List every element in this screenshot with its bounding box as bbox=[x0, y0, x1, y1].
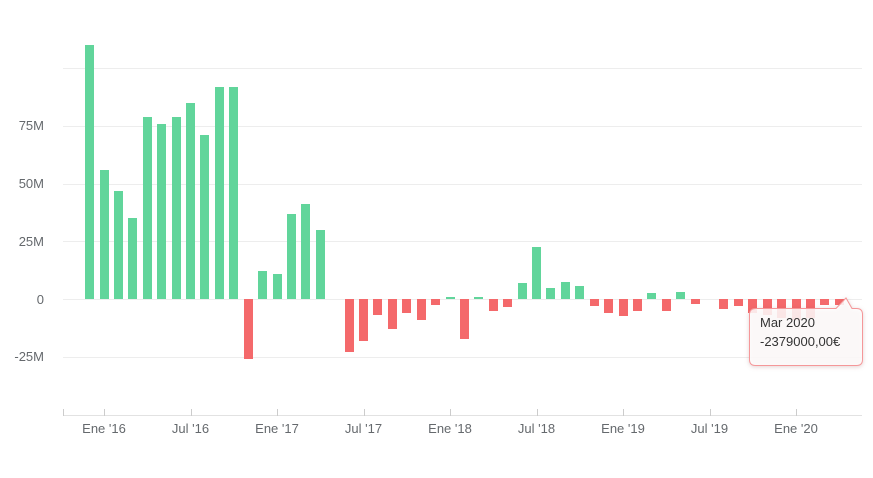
chart-bar[interactable] bbox=[488, 299, 498, 311]
chart-bar[interactable] bbox=[99, 169, 109, 299]
chart-bar[interactable] bbox=[445, 296, 455, 299]
chart-bar[interactable] bbox=[157, 123, 167, 299]
x-axis-label: Jul '17 bbox=[344, 421, 383, 436]
chart-bar[interactable] bbox=[604, 299, 614, 313]
chart-bar[interactable] bbox=[229, 86, 239, 299]
chart-bar[interactable] bbox=[200, 135, 210, 299]
gridline bbox=[63, 356, 862, 358]
x-axis-label: Ene '17 bbox=[255, 421, 299, 436]
tooltip-value: -2379000,00€ bbox=[760, 334, 841, 349]
x-axis-label: Jul '16 bbox=[171, 421, 210, 436]
x-axis-tick bbox=[277, 409, 278, 416]
chart-bar[interactable] bbox=[733, 299, 743, 306]
chart-bar[interactable] bbox=[560, 281, 570, 299]
x-axis-tick bbox=[536, 409, 538, 416]
chart-bar[interactable] bbox=[431, 299, 441, 305]
chart-bar[interactable] bbox=[676, 292, 686, 299]
gridline bbox=[63, 68, 862, 70]
x-axis-label: Ene '16 bbox=[82, 421, 126, 436]
x-axis-line bbox=[63, 415, 862, 416]
x-axis-tick bbox=[709, 409, 711, 416]
chart-bar[interactable] bbox=[171, 116, 181, 299]
chart-bar[interactable] bbox=[719, 299, 729, 310]
tooltip-title: Mar 2020 bbox=[760, 315, 815, 330]
chart-bar[interactable] bbox=[517, 282, 527, 299]
chart-bar[interactable] bbox=[142, 116, 152, 299]
gridline bbox=[63, 241, 862, 243]
chart-bar[interactable] bbox=[387, 299, 397, 329]
chart-bar[interactable] bbox=[315, 229, 325, 299]
x-axis-tick bbox=[796, 409, 797, 416]
y-axis-label: 25M bbox=[18, 233, 44, 249]
chart-bar[interactable] bbox=[618, 299, 628, 317]
chart-bar[interactable] bbox=[186, 102, 195, 299]
chart-bar[interactable] bbox=[661, 299, 671, 311]
y-axis-label: 0 bbox=[36, 291, 44, 307]
x-axis-label: Jul '19 bbox=[690, 421, 729, 436]
y-axis-label: 75M bbox=[18, 118, 44, 134]
chart-bar[interactable] bbox=[286, 213, 296, 299]
chart-bar[interactable] bbox=[272, 273, 282, 299]
chart-bar[interactable] bbox=[690, 299, 700, 304]
x-axis-tick bbox=[104, 409, 105, 416]
chart-bar[interactable] bbox=[589, 299, 599, 306]
x-axis-tick bbox=[363, 409, 365, 416]
chart-bar[interactable] bbox=[503, 299, 513, 308]
y-axis-label: -25M bbox=[14, 349, 44, 365]
chart-bar[interactable] bbox=[301, 204, 311, 299]
chart-bar[interactable] bbox=[128, 218, 138, 299]
x-axis-tick bbox=[190, 409, 192, 416]
chart-bar[interactable] bbox=[632, 299, 642, 311]
chart-bar[interactable] bbox=[647, 293, 657, 299]
chart-bar[interactable] bbox=[459, 299, 469, 340]
chart-bar[interactable] bbox=[243, 299, 253, 359]
chart-bar[interactable] bbox=[113, 190, 123, 299]
x-axis-tick bbox=[450, 409, 451, 416]
gridline bbox=[63, 183, 862, 185]
chart-bar[interactable] bbox=[373, 299, 383, 316]
chart-bar[interactable] bbox=[834, 299, 844, 305]
chart-bar[interactable] bbox=[344, 299, 354, 353]
chart-bar[interactable] bbox=[532, 247, 541, 299]
y-axis-label: 50M bbox=[18, 176, 44, 192]
chart-bar[interactable] bbox=[214, 86, 224, 299]
gridline bbox=[63, 125, 862, 127]
x-axis-tick bbox=[623, 409, 624, 416]
chart-bar[interactable] bbox=[402, 299, 412, 313]
chart-bar[interactable] bbox=[748, 299, 758, 313]
chart-bar[interactable] bbox=[258, 271, 268, 299]
x-axis-label: Jul '18 bbox=[517, 421, 556, 436]
chart-bar[interactable] bbox=[359, 299, 368, 341]
x-axis-label: Ene '18 bbox=[428, 421, 472, 436]
chart-bar[interactable] bbox=[416, 299, 426, 320]
chart-bar[interactable] bbox=[546, 287, 556, 299]
x-axis-tick bbox=[63, 409, 64, 416]
x-axis-label: Ene '20 bbox=[774, 421, 818, 436]
chart-bar[interactable] bbox=[820, 299, 830, 305]
x-axis-label: Ene '19 bbox=[601, 421, 645, 436]
chart-bar[interactable] bbox=[474, 296, 484, 299]
chart-bar[interactable] bbox=[575, 286, 585, 299]
chart-bar[interactable] bbox=[85, 45, 95, 299]
chart-bar[interactable] bbox=[762, 299, 772, 316]
